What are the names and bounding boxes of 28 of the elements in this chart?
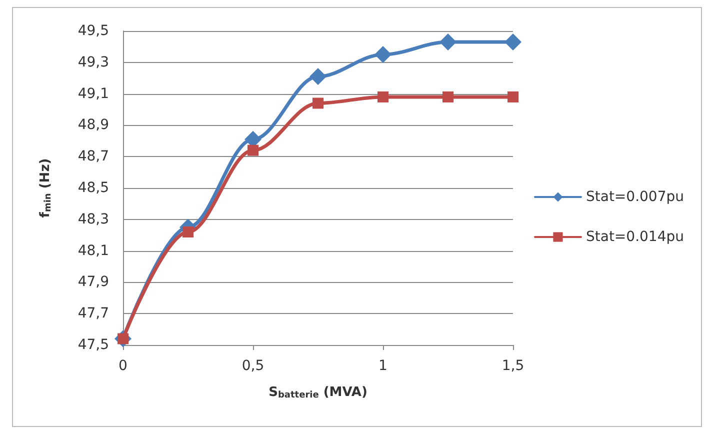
point xyxy=(310,68,326,86)
x-tick-label: 1 xyxy=(378,358,388,374)
y-tick-label: 47,7 xyxy=(78,306,109,322)
point xyxy=(374,46,392,64)
x-tick-label: 0 xyxy=(118,358,128,374)
x-tick-label: 0,5 xyxy=(242,358,264,374)
legend-label: Stat=0.014pu xyxy=(586,229,684,245)
y-tick-label: 48,7 xyxy=(78,148,109,165)
y-tick-label: 49,3 xyxy=(78,54,109,70)
y-axis-title: fmin (Hz) xyxy=(38,158,54,218)
x-tick-label: 1,5 xyxy=(502,358,524,374)
legend-label: Stat=0.007pu xyxy=(586,189,684,205)
y-tick-label: 48,1 xyxy=(78,242,109,259)
point xyxy=(440,33,456,50)
y-tick-label: 48,5 xyxy=(78,180,109,196)
y-tick-label: 47,5 xyxy=(78,337,109,353)
point xyxy=(442,91,454,102)
y-tick-label: 49,5 xyxy=(78,23,109,39)
y-tick-label: 48,9 xyxy=(78,117,109,134)
point xyxy=(504,33,522,50)
point xyxy=(182,226,194,238)
y-tick-label: 48,3 xyxy=(78,211,109,228)
y-tick-label: 47,9 xyxy=(78,274,109,290)
point xyxy=(378,91,388,102)
point xyxy=(248,144,258,156)
y-tick-label: 49,1 xyxy=(78,86,109,102)
point xyxy=(312,98,324,109)
point xyxy=(508,91,518,102)
